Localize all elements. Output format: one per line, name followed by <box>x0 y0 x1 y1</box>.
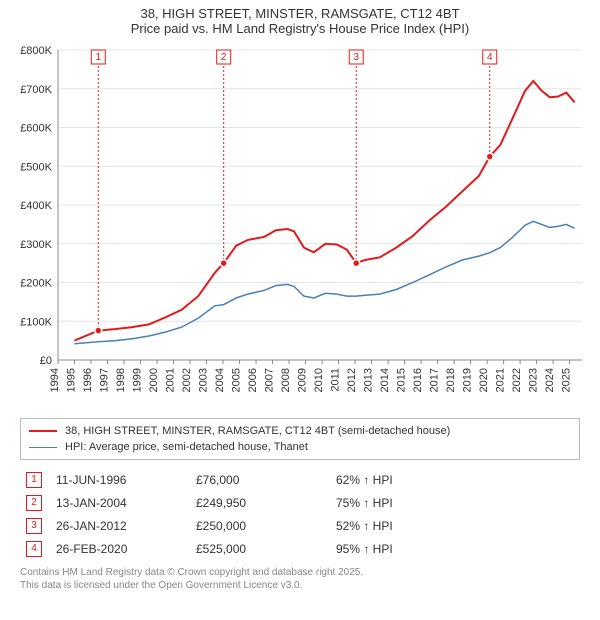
footer-attribution: Contains HM Land Registry data © Crown c… <box>20 566 580 592</box>
x-tick-label: 2024 <box>544 368 556 392</box>
y-tick-label: £0 <box>40 355 52 367</box>
y-tick-label: £800K <box>20 45 52 57</box>
sale-marker <box>220 260 227 267</box>
x-tick-label: 1999 <box>132 368 144 392</box>
table-row: 4 26-FEB-2020£525,00095% ↑ HPI <box>20 537 580 560</box>
x-tick-label: 1998 <box>115 368 127 392</box>
sale-hpi-pct: 52% ↑ HPI <box>330 514 580 537</box>
y-tick-label: £600K <box>20 123 52 135</box>
table-row: 3 26-JAN-2012£250,00052% ↑ HPI <box>20 514 580 537</box>
x-tick-label: 1995 <box>66 368 78 392</box>
sale-price: £250,000 <box>190 514 330 537</box>
sales-table: 1 11-JUN-1996£76,00062% ↑ HPI 2 13-JAN-2004… <box>20 468 580 560</box>
x-tick-label: 2011 <box>330 368 342 392</box>
x-tick-label: 2000 <box>148 368 160 392</box>
property-line <box>75 81 575 341</box>
x-tick-label: 2022 <box>511 368 523 392</box>
sale-number-box: 3 <box>26 518 42 534</box>
x-tick-label: 2004 <box>214 368 226 392</box>
x-tick-label: 2010 <box>313 368 325 392</box>
x-tick-label: 2003 <box>198 368 210 392</box>
sale-number: 1 <box>95 52 101 63</box>
legend-swatch <box>29 430 57 432</box>
sale-date: 11-JUN-1996 <box>50 468 190 491</box>
price-chart: £0 £100K £200K £300K £400K £500K £600K £700K £80… <box>10 42 590 412</box>
x-tick-label: 2013 <box>363 368 375 392</box>
sale-price: £525,000 <box>190 537 330 560</box>
title-subtitle: Price paid vs. HM Land Registry's House … <box>10 21 590 36</box>
sale-hpi-pct: 95% ↑ HPI <box>330 537 580 560</box>
chart-title-block: 38, HIGH STREET, MINSTER, RAMSGATE, CT12… <box>0 0 600 38</box>
sale-number-box: 4 <box>26 541 42 557</box>
x-tick-label: 2012 <box>346 368 358 392</box>
table-row: 2 13-JAN-2004£249,95075% ↑ HPI <box>20 491 580 514</box>
legend-item: 38, HIGH STREET, MINSTER, RAMSGATE, CT12… <box>29 423 571 439</box>
sale-date: 13-JAN-2004 <box>50 491 190 514</box>
x-tick-label: 2021 <box>495 368 507 392</box>
x-tick-label: 2005 <box>231 368 243 392</box>
x-tick-label: 2019 <box>462 368 474 392</box>
y-tick-label: £200K <box>20 278 52 290</box>
sale-number-box: 1 <box>26 472 42 488</box>
table-row: 1 11-JUN-1996£76,00062% ↑ HPI <box>20 468 580 491</box>
y-tick-label: £400K <box>20 200 52 212</box>
x-tick-label: 2016 <box>412 368 424 392</box>
x-tick-label: 2001 <box>165 368 177 392</box>
sale-number: 4 <box>487 52 493 63</box>
x-tick-label: 2008 <box>280 368 292 392</box>
legend: 38, HIGH STREET, MINSTER, RAMSGATE, CT12… <box>20 418 580 460</box>
y-tick-label: £500K <box>20 161 52 173</box>
sale-marker <box>486 153 493 160</box>
legend-label: HPI: Average price, semi-detached house,… <box>65 441 308 453</box>
legend-item: HPI: Average price, semi-detached house,… <box>29 439 571 455</box>
y-tick-label: £700K <box>20 84 52 96</box>
sale-date: 26-FEB-2020 <box>50 537 190 560</box>
y-tick-label: £100K <box>20 316 52 328</box>
sale-marker <box>353 260 360 267</box>
chart-container: £0 £100K £200K £300K £400K £500K £600K £700K £80… <box>10 42 590 412</box>
x-tick-label: 2018 <box>445 368 457 392</box>
sale-number-box: 2 <box>26 495 42 511</box>
sale-date: 26-JAN-2012 <box>50 514 190 537</box>
x-tick-label: 2020 <box>478 368 490 392</box>
sale-marker <box>95 327 102 334</box>
x-tick-label: 2015 <box>396 368 408 392</box>
x-tick-label: 2007 <box>264 368 276 392</box>
x-tick-label: 1997 <box>99 368 111 392</box>
x-tick-label: 2023 <box>528 368 540 392</box>
sale-price: £249,950 <box>190 491 330 514</box>
footer-line2: This data is licensed under the Open Gov… <box>20 579 580 592</box>
x-tick-label: 2002 <box>181 368 193 392</box>
x-tick-label: 2014 <box>379 368 391 392</box>
x-tick-label: 2025 <box>561 368 573 392</box>
footer-line1: Contains HM Land Registry data © Crown c… <box>20 566 580 579</box>
legend-label: 38, HIGH STREET, MINSTER, RAMSGATE, CT12… <box>65 425 450 437</box>
y-tick-label: £300K <box>20 239 52 251</box>
x-tick-label: 1994 <box>49 368 61 392</box>
sale-hpi-pct: 75% ↑ HPI <box>330 491 580 514</box>
sale-number: 3 <box>353 52 359 63</box>
x-tick-label: 2006 <box>247 368 259 392</box>
legend-swatch <box>29 447 57 448</box>
sale-price: £76,000 <box>190 468 330 491</box>
x-tick-label: 2017 <box>429 368 441 392</box>
sale-number: 2 <box>221 52 227 63</box>
sale-hpi-pct: 62% ↑ HPI <box>330 468 580 491</box>
x-tick-label: 2009 <box>297 368 309 392</box>
x-tick-label: 1996 <box>82 368 94 392</box>
title-address: 38, HIGH STREET, MINSTER, RAMSGATE, CT12… <box>10 6 590 21</box>
